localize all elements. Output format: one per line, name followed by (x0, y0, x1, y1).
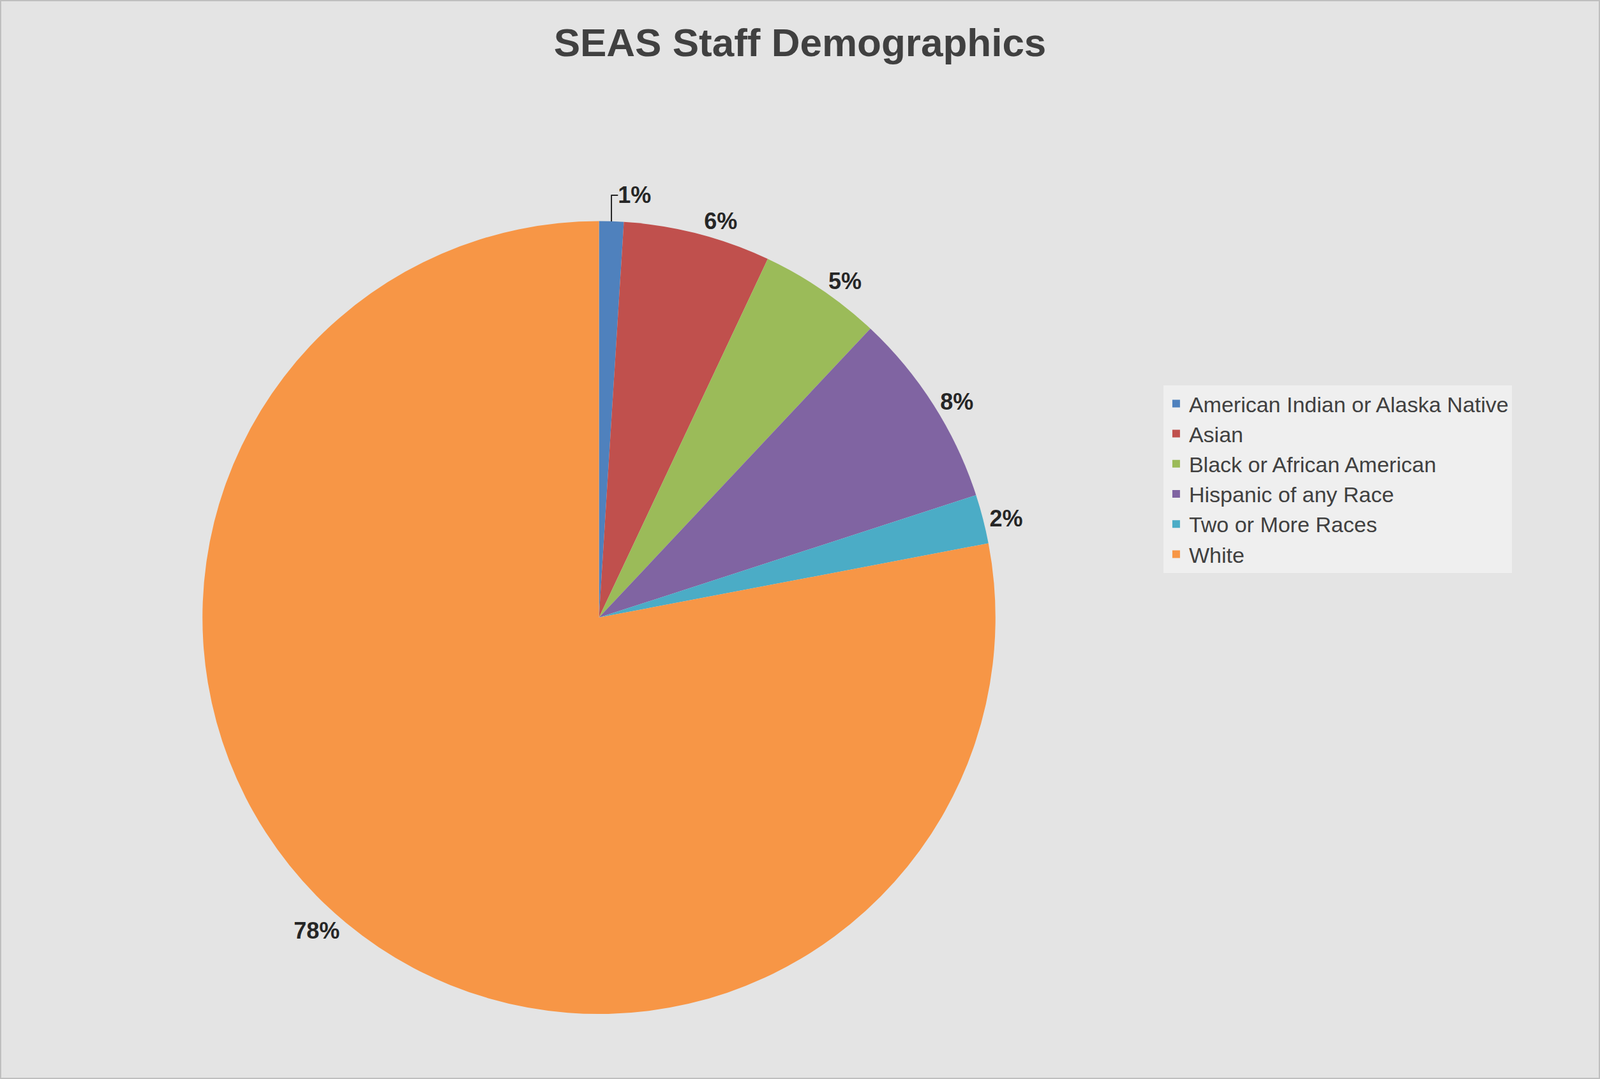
svg-text:Hispanic of any Race: Hispanic of any Race (1188, 482, 1394, 507)
svg-text:Asian: Asian (1188, 422, 1244, 447)
svg-text:2%: 2% (989, 505, 1023, 532)
svg-text:Black or African American: Black or African American (1188, 452, 1436, 477)
svg-text:78%: 78% (293, 917, 340, 944)
svg-text:5%: 5% (828, 268, 862, 295)
svg-text:American Indian or Alaska Nati: American Indian or Alaska Native (1188, 392, 1509, 417)
svg-text:6%: 6% (703, 208, 738, 235)
svg-text:SEAS Staff Demographics: SEAS Staff Demographics (553, 20, 1047, 65)
svg-text:White: White (1188, 543, 1245, 568)
svg-text:8%: 8% (940, 388, 974, 415)
svg-text:1%: 1% (617, 181, 651, 209)
svg-text:Two or More Races: Two or More Races (1188, 512, 1378, 537)
